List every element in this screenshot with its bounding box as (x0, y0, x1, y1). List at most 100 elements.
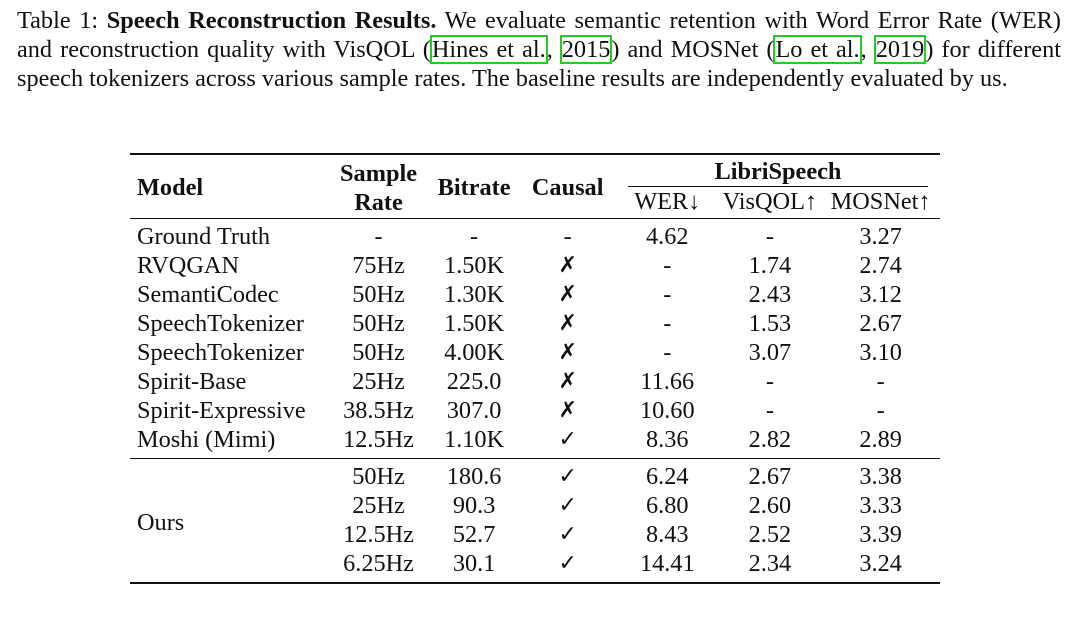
cell-visqol: 3.07 (748, 339, 792, 366)
cell-wer: 8.43 (646, 521, 689, 548)
cell-mosnet: 3.24 (859, 550, 902, 577)
caption-sep: , (546, 36, 561, 63)
header-wer: WER↓ (634, 188, 701, 215)
caption-label: Table 1: (17, 7, 107, 34)
cell-bitrate: 225.0 (446, 368, 502, 395)
cell-model: RVQGAN (137, 252, 239, 279)
table-row: SpeechTokenizer 50Hz 1.50K ✗ - 1.53 2.67 (130, 309, 940, 338)
cell-wer: 4.62 (646, 223, 689, 250)
cell-visqol: 2.43 (748, 281, 792, 308)
header-mosnet: MOSNet↑ (830, 188, 931, 215)
cell-mosnet: 2.74 (859, 252, 902, 279)
cell-mosnet: 3.27 (859, 223, 902, 250)
cell-wer: 6.80 (646, 492, 689, 519)
caption-text: We evaluate semantic retention with Word… (17, 7, 1061, 63)
cell-causal: ✗ (558, 253, 577, 278)
table-row: SemantiCodec 50Hz 1.30K ✗ - 2.43 3.12 (130, 280, 940, 309)
cell-causal: ✓ (558, 522, 577, 547)
cell-model: SpeechTokenizer (137, 310, 304, 337)
cell-mosnet: 2.89 (859, 426, 902, 453)
cell-rate: 75Hz (352, 252, 405, 279)
header-sample-rate-line1: Sample (340, 159, 417, 187)
cell-visqol: 1.53 (748, 310, 792, 337)
cell-mosnet: 3.39 (859, 521, 902, 548)
cell-visqol: - (765, 368, 774, 395)
table-caption: Table 1: Speech Reconstruction Results. … (17, 6, 1061, 93)
header-row: Model Sample Rate Bitrate Causal LibriSpe… (130, 154, 940, 216)
cell-wer: 6.24 (646, 463, 689, 490)
table-row: RVQGAN 75Hz 1.50K ✗ - 1.74 2.74 (130, 251, 940, 280)
cell-wer: - (663, 339, 672, 366)
cell-model: Spirit-Expressive (137, 397, 306, 424)
cell-causal: ✓ (558, 551, 577, 576)
cell-causal: ✗ (558, 398, 577, 423)
ours-rows: Ours 50Hz 180.6 ✓ 6.24 2.67 3.38 25Hz 90.3 ✓ 6.80 2… (130, 458, 940, 583)
citation-link-hines[interactable]: Hines et al. (429, 35, 548, 64)
cell-wer: 11.66 (640, 368, 695, 395)
cell-bitrate: 30.1 (452, 550, 496, 577)
cell-mosnet: - (876, 368, 885, 395)
cell-visqol: - (765, 223, 774, 250)
cell-wer: - (663, 281, 672, 308)
subheader-row: WER↓ VisQOL↑ MOSNet↑ (130, 187, 940, 219)
table-row: Spirit-Expressive 38.5Hz 307.0 ✗ 10.60 - - (130, 396, 940, 425)
cell-rate: 50Hz (352, 463, 405, 490)
cell-model: Ground Truth (137, 223, 270, 250)
cell-mosnet: - (876, 397, 885, 424)
cell-rate: 50Hz (352, 339, 405, 366)
results-table: Model Sample Rate Bitrate Causal LibriSpe… (130, 153, 940, 584)
cell-visqol: 2.52 (748, 521, 792, 548)
citation-link-hines-year[interactable]: 2015 (559, 35, 613, 64)
citation-link-lo[interactable]: Lo et al. (773, 35, 862, 64)
caption-text: ) for different speech tokenizers across… (17, 36, 1061, 92)
cell-wer: - (663, 310, 672, 337)
cell-model: SemantiCodec (137, 281, 279, 308)
cell-wer: 8.36 (646, 426, 689, 453)
header-librispeech: LibriSpeech (616, 154, 940, 187)
caption-text: ) and MOSNet ( (611, 36, 775, 63)
cell-causal: ✗ (558, 340, 577, 365)
table-row: Ground Truth - - - 4.62 - 3.27 (130, 219, 940, 252)
cell-causal: - (563, 223, 572, 250)
cell-wer: 14.41 (639, 550, 695, 577)
citation-link-lo-year[interactable]: 2019 (873, 35, 927, 64)
cell-rate: 6.25Hz (343, 550, 414, 577)
header-visqol: VisQOL↑ (722, 188, 818, 215)
cell-rate: 25Hz (352, 492, 405, 519)
cell-bitrate: 180.6 (446, 463, 502, 490)
cell-bitrate: 52.7 (452, 521, 496, 548)
baseline-rows: Ground Truth - - -4.62-3.27 RVQGAN 75Hz 1.50K ✗… (130, 218, 940, 459)
table-row: 6.25Hz 30.1 ✓ 14.41 2.34 3.24 (130, 549, 940, 582)
cell-rate: 25Hz (352, 368, 405, 395)
cell-visqol: 2.34 (748, 550, 792, 577)
cell-model: Spirit-Base (137, 368, 247, 395)
cell-visqol: 2.60 (748, 492, 792, 519)
cell-rate: - (374, 223, 383, 250)
cell-bitrate: 1.10K (444, 426, 505, 453)
caption-sep: , (860, 36, 875, 63)
cell-mosnet: 3.38 (859, 463, 902, 490)
cell-model-ours: Ours (137, 508, 185, 536)
cell-causal: ✗ (558, 311, 577, 336)
header-sample-rate: Sample Rate (328, 154, 429, 219)
cell-visqol: - (765, 397, 774, 424)
header-sample-rate-line2: Rate (354, 188, 403, 216)
cell-rate: 38.5Hz (343, 397, 414, 424)
table-row: Ours 50Hz 180.6 ✓ 6.24 2.67 3.38 (130, 459, 940, 536)
cell-bitrate: 1.50K (444, 252, 505, 279)
cell-bitrate: - (470, 223, 479, 250)
header-causal: Causal (531, 174, 604, 201)
cell-model: SpeechTokenizer (137, 339, 304, 366)
cell-wer: - (663, 252, 672, 279)
cell-bitrate: 1.30K (444, 281, 505, 308)
cell-visqol: 2.82 (748, 426, 792, 453)
cell-causal: ✓ (558, 427, 577, 452)
cell-causal: ✓ (558, 464, 577, 489)
cell-causal: ✗ (558, 282, 577, 307)
cell-rate: 50Hz (352, 281, 405, 308)
cell-mosnet: 3.12 (859, 281, 902, 308)
table-row: 12.5Hz 52.7 ✓ 8.43 2.52 3.39 (130, 520, 940, 549)
cell-causal: ✗ (558, 369, 577, 394)
header-bitrate: Bitrate (437, 174, 511, 201)
cell-model: Moshi (Mimi) (137, 426, 276, 453)
